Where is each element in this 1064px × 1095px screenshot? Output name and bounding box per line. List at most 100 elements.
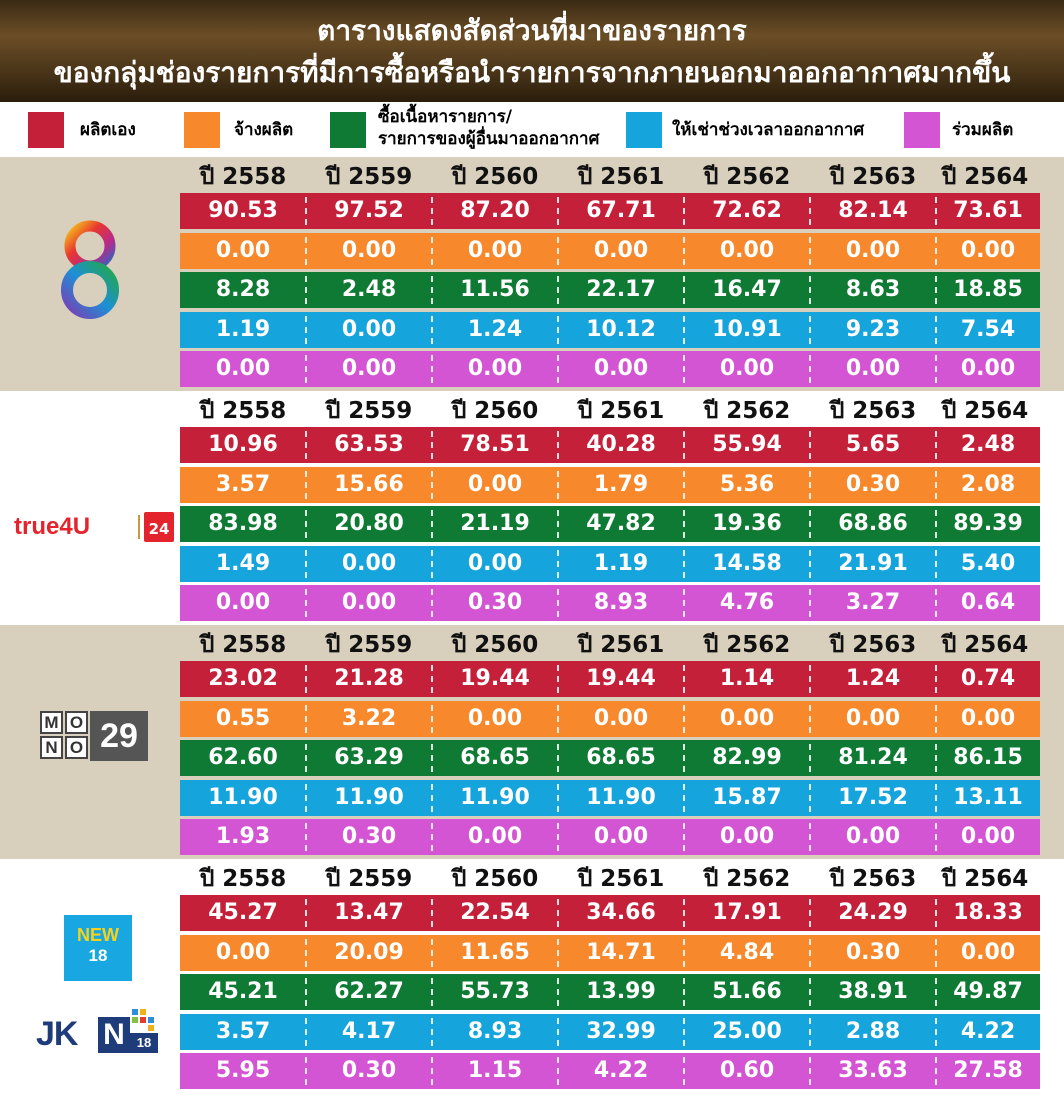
table-cell: 2.48 <box>341 277 397 302</box>
table-cell: 25.00 <box>712 1018 782 1044</box>
table-cell: 0.00 <box>341 356 397 381</box>
column-divider <box>305 549 307 578</box>
column-divider <box>305 431 307 459</box>
column-divider <box>431 1017 433 1046</box>
channel-8-logo <box>61 220 119 319</box>
column-divider <box>683 589 685 617</box>
table-cell: 13.47 <box>334 900 404 925</box>
table-cell: 45.21 <box>208 979 278 1004</box>
column-divider <box>809 355 811 383</box>
jkn-n-box: N <box>98 1017 130 1053</box>
table-row: 0.55 3.22 0.00 0.00 0.00 0.00 0.00 <box>180 700 1040 737</box>
column-divider <box>305 236 307 265</box>
table-cell: 0.00 <box>593 237 649 263</box>
jkn18-logo: JK N 18 <box>36 1009 160 1057</box>
column-divider <box>935 589 937 617</box>
table-cell: 3.22 <box>341 705 397 731</box>
column-divider <box>935 978 937 1006</box>
table-cell: 20.09 <box>334 939 404 965</box>
table-cell: 55.73 <box>460 979 530 1004</box>
channel-section: M O N O 29 ปี 2558 ปี 2559 ปี 2560 ปี 2561 ปี 256… <box>0 625 1064 859</box>
column-divider <box>431 236 433 265</box>
jkn-number-box: 18 <box>130 1033 158 1053</box>
mono-number-tile: 29 <box>90 711 148 761</box>
column-divider <box>431 197 433 225</box>
column-divider <box>431 978 433 1006</box>
table-cell: 0.30 <box>341 1058 397 1083</box>
table-cell: 2.48 <box>960 432 1016 457</box>
column-divider <box>935 355 937 383</box>
column-divider <box>557 938 559 967</box>
column-divider <box>809 510 811 538</box>
table-cell: 0.00 <box>719 705 775 731</box>
column-divider <box>557 315 559 344</box>
true4u-logo: true4U 24 <box>14 507 176 547</box>
column-divider <box>935 549 937 578</box>
table-cell: 11.65 <box>460 939 530 965</box>
table-row: 0.00 0.00 0.00 0.00 0.00 0.00 0.00 <box>180 351 1040 387</box>
table-cell: 0.00 <box>467 824 523 849</box>
table-cell: 4.84 <box>719 939 775 965</box>
table-cell: 0.55 <box>215 705 271 731</box>
column-divider <box>935 1057 937 1085</box>
table-row: 3.57 15.66 0.00 1.79 5.36 0.30 2.08 <box>180 466 1040 503</box>
column-divider <box>431 431 433 459</box>
table-cell: 11.56 <box>460 277 530 302</box>
column-divider <box>683 510 685 538</box>
table-cell: 17.52 <box>838 784 908 810</box>
channel-section: NEW 18 JK N 18 ปี 2558 ปี 2559 ปี 2560 ปี 2561 ปี… <box>0 859 1064 1095</box>
column-divider <box>683 665 685 693</box>
table-cell: 0.00 <box>341 590 397 615</box>
column-divider <box>809 899 811 927</box>
table-cell: 21.28 <box>334 666 404 691</box>
year-label: ปี 2559 <box>325 632 413 658</box>
table-cell: 68.65 <box>460 745 530 770</box>
table-cell: 0.00 <box>215 356 271 381</box>
column-divider <box>431 823 433 851</box>
table-cell: 97.52 <box>334 198 404 223</box>
year-label: ปี 2564 <box>941 866 1029 892</box>
channel-section: ปี 2558 ปี 2559 ปี 2560 ปี 2561 ปี 2562 ปี 25… <box>0 157 1064 391</box>
table-cell: 0.00 <box>467 705 523 731</box>
table-cell: 24.29 <box>838 900 908 925</box>
year-header-row: ปี 2558 ปี 2559 ปี 2560 ปี 2561 ปี 2562 ปี 25… <box>180 157 1064 191</box>
table-cell: 1.15 <box>467 1058 523 1083</box>
table-row: 62.60 63.29 68.65 68.65 82.99 81.24 86.15 <box>180 740 1040 776</box>
column-divider <box>683 197 685 225</box>
table-cell: 2.88 <box>845 1018 901 1044</box>
table-cell: 3.57 <box>215 471 271 497</box>
column-divider <box>557 197 559 225</box>
table-cell: 19.36 <box>712 511 782 536</box>
table-cell: 72.62 <box>712 198 782 223</box>
table-cell: 20.80 <box>334 511 404 536</box>
column-divider <box>809 549 811 578</box>
table-cell: 0.00 <box>341 316 397 342</box>
table-cell: 11.90 <box>586 784 656 810</box>
column-divider <box>935 899 937 927</box>
legend-item-co-production: ร่วมผลิต <box>904 102 1054 157</box>
column-divider <box>557 549 559 578</box>
column-divider <box>305 978 307 1006</box>
table-cell: 11.90 <box>334 784 404 810</box>
year-label: ปี 2562 <box>703 866 791 892</box>
column-divider <box>683 470 685 499</box>
table-cell: 83.98 <box>208 511 278 536</box>
year-header-row: ปี 2558 ปี 2559 ปี 2560 ปี 2561 ปี 2562 ปี 25… <box>180 391 1064 425</box>
mono-letter-tile: O <box>65 736 88 759</box>
table-row: 0.00 20.09 11.65 14.71 4.84 0.30 0.00 <box>180 934 1040 971</box>
table-cell: 11.90 <box>460 784 530 810</box>
table-cell: 81.24 <box>838 745 908 770</box>
year-label: ปี 2561 <box>577 164 665 190</box>
mono-letter-tile: N <box>40 736 63 759</box>
table-cell: 78.51 <box>460 432 530 457</box>
table-row: 1.19 0.00 1.24 10.12 10.91 9.23 7.54 <box>180 311 1040 348</box>
table-cell: 10.96 <box>208 432 278 457</box>
column-divider <box>683 1017 685 1046</box>
table-row: 10.96 63.53 78.51 40.28 55.94 5.65 2.48 <box>180 427 1040 463</box>
column-divider <box>935 665 937 693</box>
column-divider <box>431 315 433 344</box>
table-cell: 0.00 <box>593 356 649 381</box>
column-divider <box>431 510 433 538</box>
column-divider <box>935 510 937 538</box>
table-row: 45.21 62.27 55.73 13.99 51.66 38.91 49.87 <box>180 974 1040 1010</box>
